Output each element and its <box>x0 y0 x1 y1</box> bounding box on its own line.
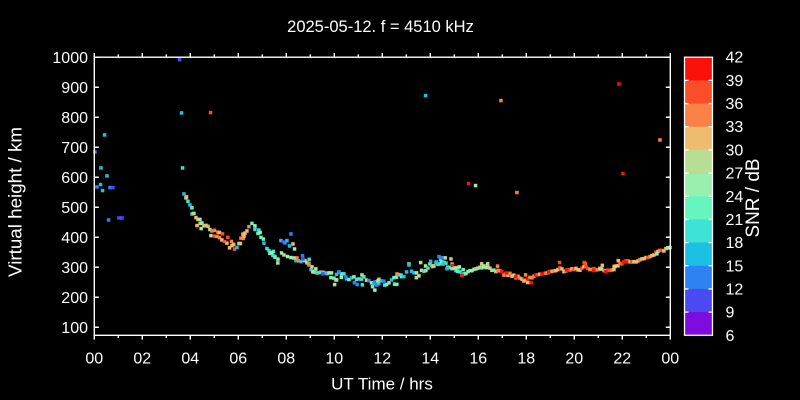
svg-text:500: 500 <box>61 200 88 217</box>
svg-text:24: 24 <box>726 189 744 206</box>
svg-text:08: 08 <box>277 351 295 368</box>
svg-text:21: 21 <box>726 212 744 229</box>
svg-text:02: 02 <box>133 351 151 368</box>
svg-text:16: 16 <box>469 351 487 368</box>
svg-text:400: 400 <box>61 230 88 247</box>
svg-text:UT Time / hrs: UT Time / hrs <box>331 375 433 394</box>
svg-text:14: 14 <box>421 351 439 368</box>
svg-text:700: 700 <box>61 140 88 157</box>
svg-text:1000: 1000 <box>52 50 88 67</box>
svg-text:9: 9 <box>726 305 735 322</box>
svg-text:200: 200 <box>61 290 88 307</box>
svg-text:10: 10 <box>325 351 343 368</box>
svg-text:39: 39 <box>726 73 744 90</box>
svg-text:22: 22 <box>613 351 631 368</box>
svg-text:SNR / dB: SNR / dB <box>743 158 764 237</box>
svg-text:6: 6 <box>726 328 735 345</box>
svg-text:00: 00 <box>661 351 679 368</box>
svg-text:300: 300 <box>61 260 88 277</box>
svg-text:04: 04 <box>181 351 199 368</box>
svg-text:18: 18 <box>726 235 744 252</box>
svg-text:20: 20 <box>565 351 583 368</box>
svg-text:18: 18 <box>517 351 535 368</box>
svg-text:15: 15 <box>726 258 744 275</box>
svg-text:00: 00 <box>85 351 103 368</box>
svg-text:30: 30 <box>726 142 744 159</box>
svg-text:06: 06 <box>229 351 247 368</box>
svg-text:600: 600 <box>61 170 88 187</box>
svg-text:27: 27 <box>726 166 744 183</box>
svg-text:36: 36 <box>726 96 744 113</box>
svg-text:100: 100 <box>61 320 88 337</box>
svg-text:2025-05-12. f = 4510 kHz: 2025-05-12. f = 4510 kHz <box>287 18 474 36</box>
svg-text:Virtual height / km: Virtual height / km <box>5 127 26 277</box>
svg-text:33: 33 <box>726 119 744 136</box>
svg-text:12: 12 <box>373 351 391 368</box>
svg-text:42: 42 <box>726 50 744 67</box>
svg-text:800: 800 <box>61 110 88 127</box>
svg-text:900: 900 <box>61 80 88 97</box>
svg-text:12: 12 <box>726 281 744 298</box>
